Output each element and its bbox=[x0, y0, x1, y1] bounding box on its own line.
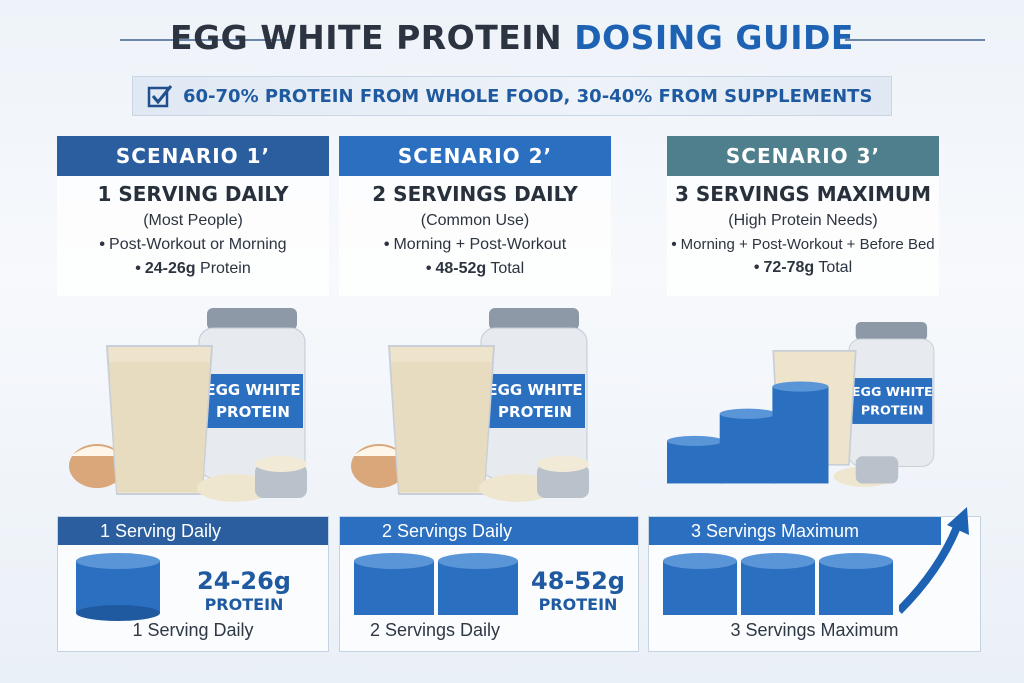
scenario-heading: 3 SERVINGS MAXIMUM bbox=[674, 182, 932, 206]
summary-card-3: 3 Servings Maximum 3 Servings Maximum bbox=[648, 507, 981, 652]
scenario-heading: 1 SERVING DAILY bbox=[97, 182, 289, 206]
scenario-bullet-timing: • Morning + Post-Workout + Before Bed bbox=[671, 236, 935, 253]
summary-card-1: 1 Serving Daily 24-26g PROTEIN 1 Serving… bbox=[57, 516, 329, 652]
scenario-bullet-timing: • Morning + Post-Workout bbox=[383, 236, 567, 253]
scenario-bullet-amount: • 48-52g Total bbox=[425, 260, 525, 277]
checkbox-icon bbox=[147, 85, 173, 108]
scenario-header: SCENARIO 3’ bbox=[667, 136, 939, 176]
scenario-bullet-amount: • 24-26g Protein bbox=[135, 260, 251, 277]
jar-label-line2: PROTEIN bbox=[861, 404, 924, 419]
title-bar: EGG WHITE PROTEIN DOSING GUIDE bbox=[0, 18, 1024, 62]
scenario-panel-1: SCENARIO 1’ 1 SERVING DAILY (Most People… bbox=[57, 136, 329, 506]
scenario-heading: 2 SERVINGS DAILY bbox=[372, 182, 578, 206]
scenario-bullet-amount: • 72-78g Total bbox=[753, 259, 853, 276]
banner-text: 60-70% PROTEIN FROM WHOLE FOOD, 30-40% F… bbox=[183, 85, 873, 107]
scenario-panel-2: SCENARIO 2’ 2 SERVINGS DAILY (Common Use… bbox=[339, 136, 611, 506]
product-illustration: EGG WHITE PROTEIN bbox=[69, 308, 307, 502]
guideline-banner: 60-70% PROTEIN FROM WHOLE FOOD, 30-40% F… bbox=[132, 76, 892, 116]
title-rule-right bbox=[845, 39, 985, 41]
jar-label-line1: EGG WHITE bbox=[205, 381, 300, 399]
summary-value: 48-52g PROTEIN bbox=[531, 567, 625, 614]
summary-header: 1 Serving Daily bbox=[58, 517, 328, 545]
summary-card-2: 2 Servings Daily 48-52g PROTEIN 2 Servin… bbox=[339, 516, 639, 652]
summary-caption: 2 Servings Daily bbox=[370, 620, 501, 640]
scenario-subheading: (High Protein Needs) bbox=[728, 212, 878, 229]
summary-value: 24-26g PROTEIN bbox=[197, 567, 291, 614]
scenario-header: SCENARIO 2’ bbox=[339, 136, 611, 176]
title-rule-left bbox=[120, 39, 290, 41]
summary-caption: 3 Servings Maximum bbox=[730, 620, 899, 640]
arrow-up-icon bbox=[899, 507, 969, 614]
serving-cylinders bbox=[354, 553, 518, 615]
scenario-bullet-timing: • Post-Workout or Morning bbox=[99, 236, 287, 253]
title-part1: EGG WHITE PROTEIN bbox=[170, 18, 563, 57]
title-part2: DOSING GUIDE bbox=[574, 18, 854, 57]
serving-cylinder bbox=[76, 553, 160, 621]
jar-label-line2: PROTEIN bbox=[216, 403, 290, 421]
scenario-header: SCENARIO 1’ bbox=[57, 136, 329, 176]
product-illustration: EGG WHITE PROTEIN bbox=[667, 321, 935, 487]
jar-label-line1: EGG WHITE bbox=[852, 385, 933, 400]
summary-header: 3 Servings Maximum bbox=[649, 517, 941, 545]
scenario-panel-3: SCENARIO 3’ 3 SERVINGS MAXIMUM (High Pro… bbox=[667, 136, 939, 506]
scenario-subheading: (Most People) bbox=[143, 212, 243, 229]
jar-label-line2: PROTEIN bbox=[498, 403, 572, 421]
jar-label-line1: EGG WHITE bbox=[487, 381, 582, 399]
scenario-body: 1 SERVING DAILY (Most People) • Post-Work… bbox=[57, 176, 329, 296]
summary-header: 2 Servings Daily bbox=[340, 517, 638, 545]
page-title: EGG WHITE PROTEIN DOSING GUIDE bbox=[0, 18, 1024, 57]
product-illustration: EGG WHITE PROTEIN bbox=[351, 308, 589, 502]
scenario-subheading: (Common Use) bbox=[420, 212, 530, 229]
serving-cylinders bbox=[663, 553, 893, 615]
scenario-body: 2 SERVINGS DAILY (Common Use) • Morning +… bbox=[339, 176, 611, 296]
scenario-body: 3 SERVINGS MAXIMUM (High Protein Needs) … bbox=[667, 176, 939, 296]
summary-caption: 1 Serving Daily bbox=[132, 620, 254, 640]
